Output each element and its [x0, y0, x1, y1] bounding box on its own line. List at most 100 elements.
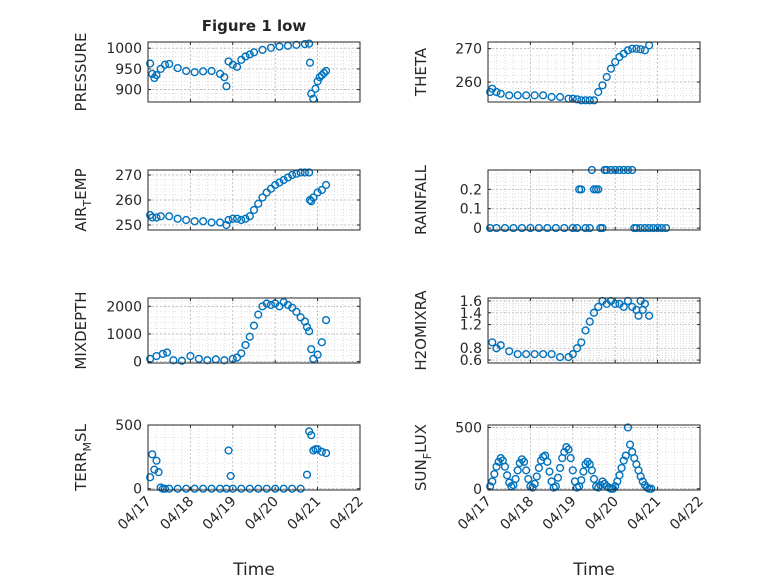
data-point: [199, 217, 208, 226]
data-point: [300, 168, 309, 177]
y-axis-label: MIXDEPTH: [72, 291, 90, 369]
plot-area: [148, 298, 360, 363]
data-point: [625, 440, 635, 449]
y-tick-label: 260: [115, 193, 142, 209]
data-point: [313, 350, 322, 359]
subplot-terr_msl: 0 500 04/17 04/18 04/19 04/20 04/21 04/22 TERRMS…: [72, 418, 367, 580]
data-point: [636, 223, 645, 233]
data-point: [598, 223, 607, 233]
data-point: [224, 215, 233, 225]
y-label-tail: EMP: [72, 168, 90, 199]
data-point: [194, 354, 203, 363]
axes-box: [487, 41, 701, 103]
data-point: [511, 474, 520, 484]
data-point: [160, 60, 170, 69]
data-point: [526, 223, 535, 233]
data-point: [577, 185, 586, 194]
data-point: [313, 445, 322, 454]
data-point: [589, 308, 599, 317]
y-label-subscript: M: [81, 442, 94, 452]
data-point: [545, 467, 554, 476]
data-point: [302, 470, 312, 479]
axes-box: [147, 424, 361, 491]
data-point: [551, 223, 560, 233]
data-point: [539, 91, 548, 100]
data-point: [319, 68, 329, 78]
data-point: [611, 57, 620, 67]
data-point: [283, 173, 293, 182]
data-point: [207, 66, 216, 76]
subplot-rainfall: 0 0.1 0.2 RAINFALL: [412, 164, 701, 237]
y-tick-label: 0.1: [460, 202, 482, 218]
plot-area: [488, 42, 700, 102]
y-label-main: AIR: [72, 207, 90, 232]
x-tick-label: 04/19: [540, 494, 580, 534]
data-point: [237, 484, 246, 493]
data-point: [645, 223, 654, 233]
subplot-h2omixra: 0.60.8 1.21.41.6 H2OMIXRA: [412, 290, 701, 371]
data-point: [266, 300, 276, 310]
data-point: [275, 178, 284, 187]
data-point: [228, 60, 237, 69]
data-point: [220, 356, 229, 365]
data-point: [169, 356, 178, 365]
data-point: [305, 58, 315, 67]
plot-area: [488, 170, 700, 230]
subplot-sun_flux: 0 500 04/17 04/18 04/19 04/20 04/21 04/22 SUNFLU…: [412, 420, 707, 580]
y-tick-label: 950: [115, 62, 142, 78]
data-point: [577, 96, 586, 105]
data-point: [165, 212, 174, 221]
y-label-main: SUN: [412, 459, 430, 491]
data-point: [534, 223, 543, 233]
y-label-main: RAINFALL: [412, 164, 430, 235]
data-point: [505, 347, 514, 356]
data-point: [623, 423, 633, 432]
data-point: [577, 338, 586, 347]
data-point: [249, 321, 259, 330]
data-point: [534, 463, 543, 473]
data-point: [562, 442, 571, 452]
data-point: [249, 205, 259, 215]
data-point: [288, 170, 297, 180]
data-point: [245, 212, 254, 221]
data-point: [572, 344, 582, 353]
y-axis-label: H2OMIXRA: [412, 290, 430, 371]
y-tick-label: 0: [473, 482, 482, 498]
data-point: [182, 215, 191, 225]
data-point: [321, 66, 331, 76]
data-point: [623, 46, 633, 55]
data-point: [220, 73, 229, 82]
data-point: [513, 350, 522, 359]
data-point: [203, 356, 212, 365]
data-point: [500, 223, 510, 233]
data-point: [606, 64, 616, 73]
data-point: [258, 45, 267, 54]
data-point: [636, 472, 645, 481]
data-point: [634, 311, 643, 320]
data-point: [649, 223, 658, 233]
data-point: [224, 446, 233, 455]
y-label-main: TERR: [72, 451, 90, 492]
data-point: [513, 466, 522, 475]
data-point: [302, 322, 312, 332]
data-point: [313, 77, 322, 86]
data-point: [190, 484, 199, 493]
y-tick-label: 270: [115, 168, 142, 184]
data-point: [530, 91, 539, 100]
y-label-subscript: F: [421, 453, 434, 459]
data-point: [190, 68, 199, 77]
data-point: [517, 223, 527, 233]
data-point: [146, 59, 155, 68]
data-point: [309, 193, 318, 202]
data-point: [661, 223, 671, 233]
data-point: [579, 467, 588, 476]
data-point: [150, 465, 159, 474]
data-point: [228, 484, 237, 493]
data-point: [522, 91, 531, 100]
data-point: [307, 345, 316, 354]
data-point: [148, 450, 157, 459]
data-point: [488, 338, 497, 347]
data-point: [275, 42, 284, 51]
data-point: [173, 214, 182, 223]
data-point: [564, 445, 573, 454]
